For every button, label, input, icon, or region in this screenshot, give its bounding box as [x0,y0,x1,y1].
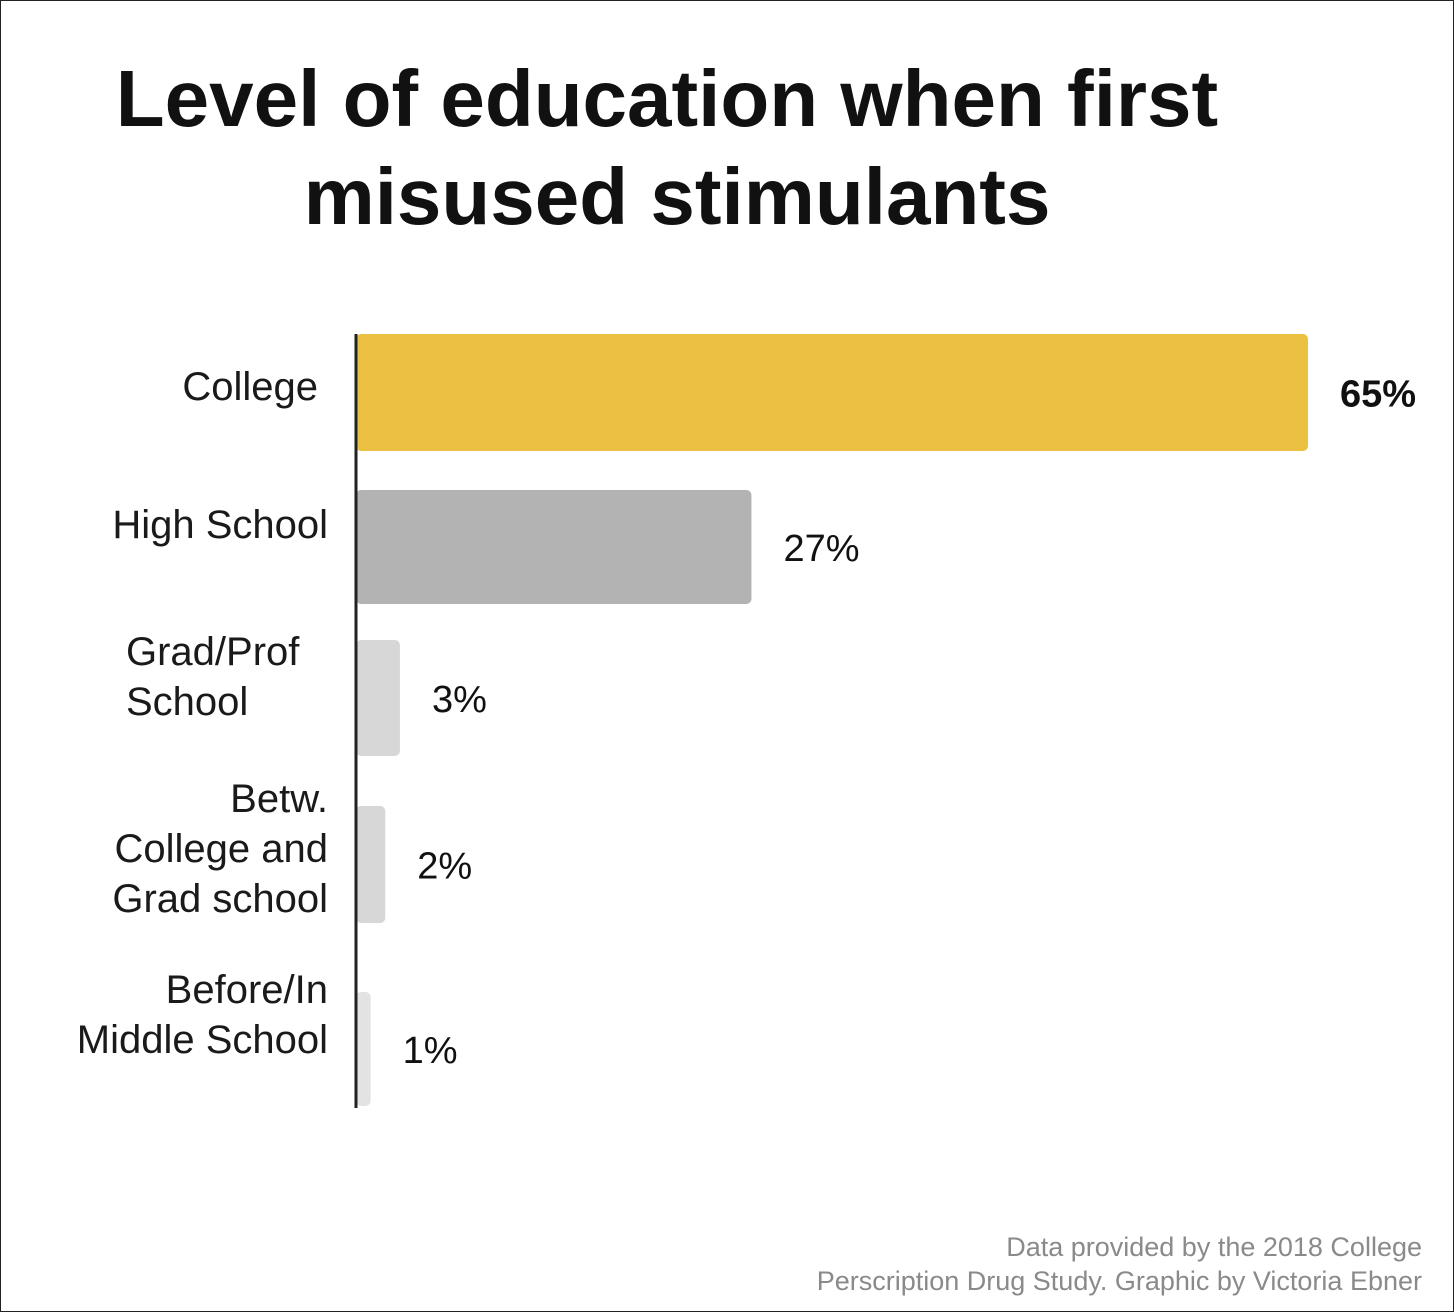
bar-2 [356,490,752,604]
category-label-1-line-1: College [182,365,318,409]
category-label-4-line-1: Betw. [230,777,328,821]
bar-4 [356,806,386,923]
source-line-1: Data provided by the 2018 College [1006,1232,1422,1262]
bar-5 [356,992,371,1106]
category-label-4-line-2: College and [115,827,329,871]
chart-title-line-2: misused stimulants [303,152,1051,241]
bar-3 [356,640,400,756]
value-label-5: 1% [403,1030,458,1072]
category-label-5-line-1: Before/In [166,968,328,1012]
source-note: Data provided by the 2018 College Perscr… [817,1230,1422,1298]
bar-chart: 65% College 27% High School 3% Grad/Prof Schoo… [77,334,1416,1108]
chart-title-line-1: Level of education when first [115,54,1219,143]
category-label-4-line-3: Grad school [112,877,328,921]
bar-1 [356,334,1308,451]
value-label-1: 65% [1340,374,1416,416]
chart-title: Level of education when first misused st… [0,50,1454,246]
value-label-4: 2% [417,846,472,888]
category-label-3-line-2: School [126,680,248,724]
source-line-2: Perscription Drug Study. Graphic by Vict… [816,1266,1422,1296]
category-label-3-line-1: Grad/Prof [126,630,300,674]
category-label-5-line-2: Middle School [77,1018,328,1062]
value-label-2: 27% [783,528,859,570]
value-label-3: 3% [432,679,487,721]
category-label-2-line-1: High School [112,503,328,547]
